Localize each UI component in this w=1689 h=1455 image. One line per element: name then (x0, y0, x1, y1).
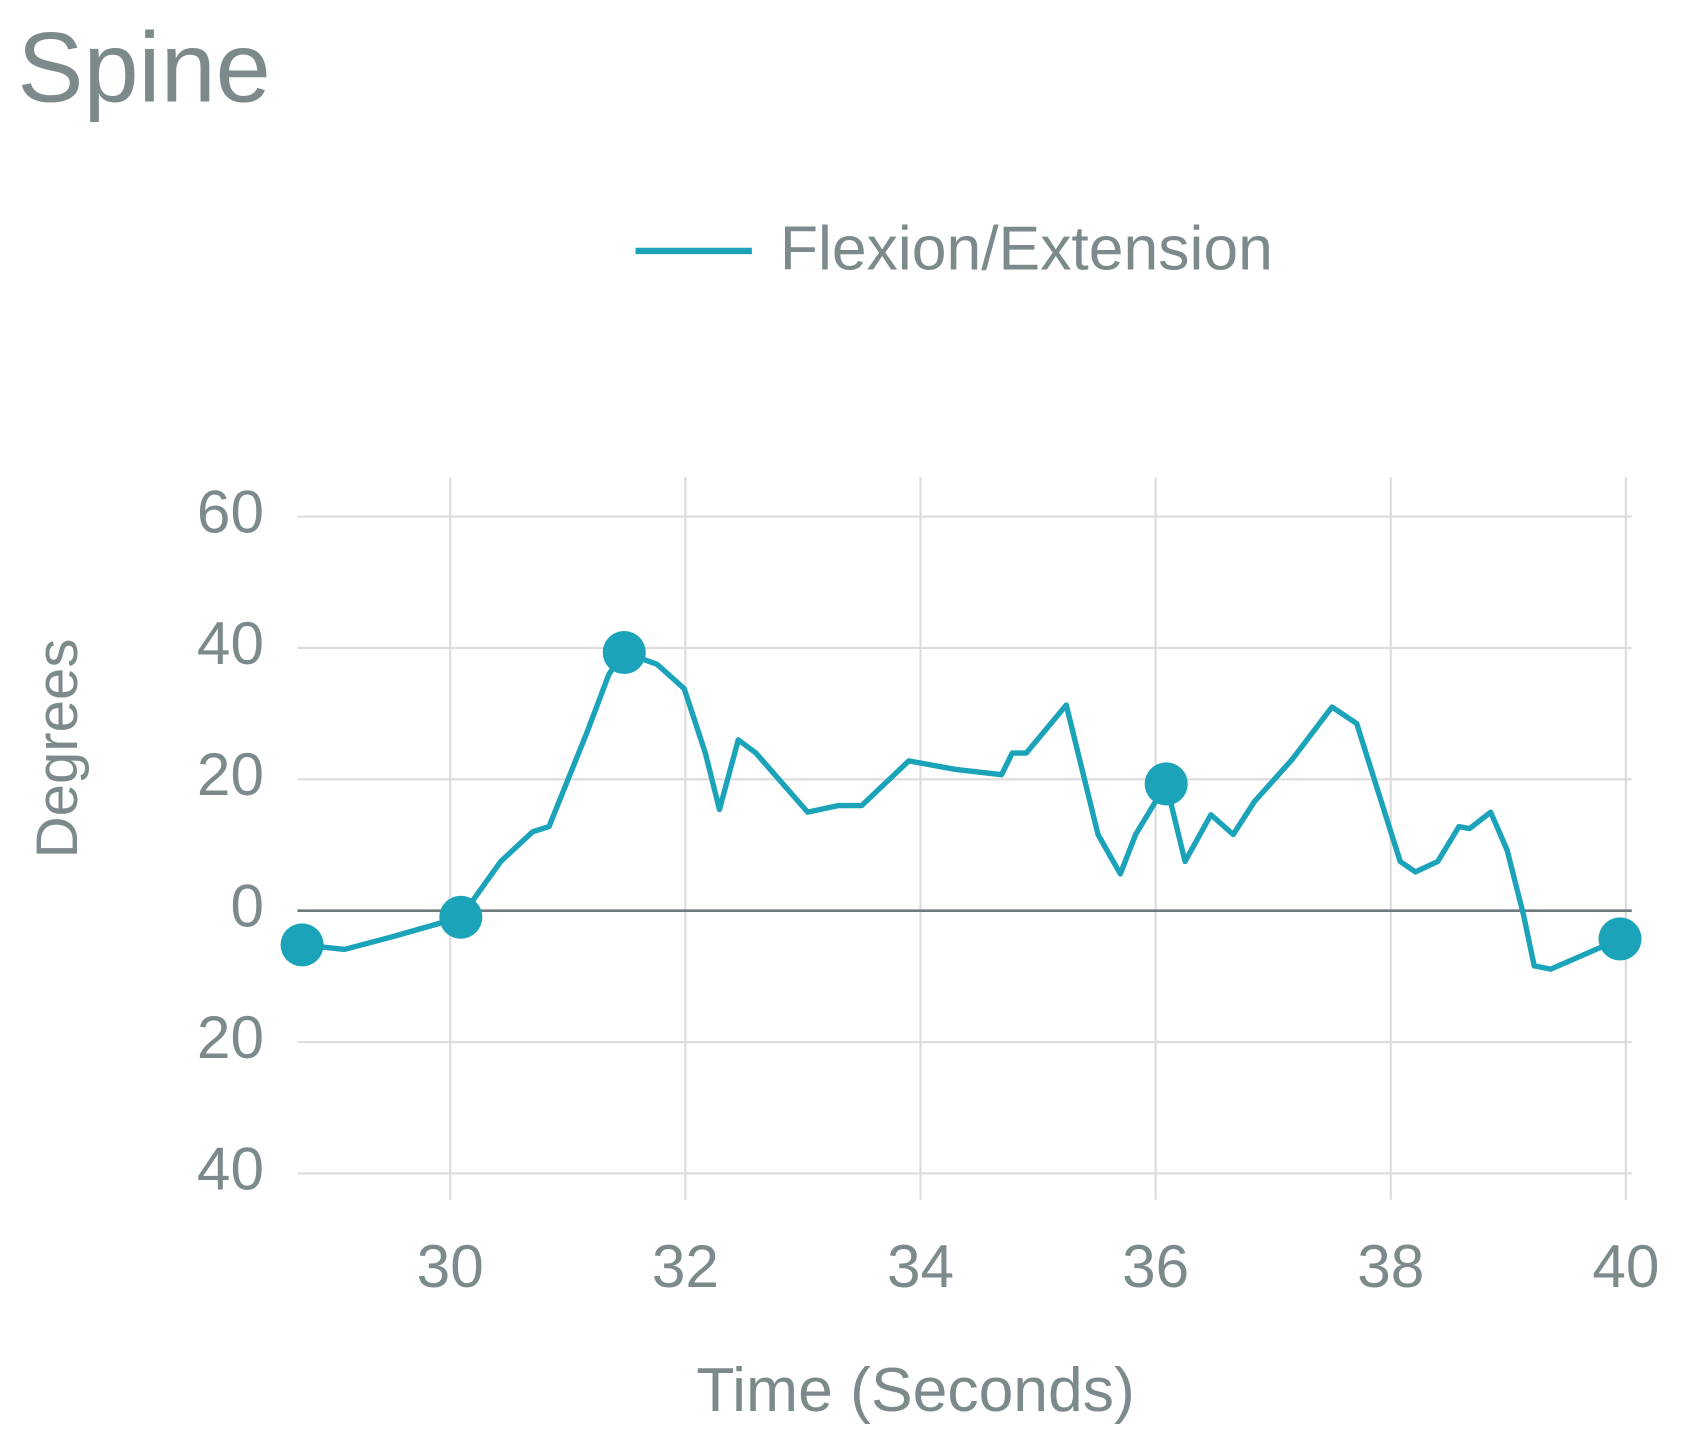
highlight-point (439, 895, 483, 939)
x-tick-label: 30 (417, 1232, 484, 1300)
highlight-point (280, 923, 324, 967)
y-tick-label: 40 (197, 609, 264, 677)
x-tick-label: 36 (1122, 1232, 1189, 1300)
y-tick-label: 20 (197, 740, 264, 808)
x-tick-label: 34 (887, 1232, 954, 1300)
highlight-point (1598, 917, 1642, 961)
y-tick-label: 20 (197, 1003, 264, 1071)
x-tick-label: 32 (652, 1232, 719, 1300)
x-tick-label: 38 (1357, 1232, 1424, 1300)
y-tick-label: 60 (197, 477, 264, 545)
highlight-point (602, 630, 646, 675)
x-axis-label: Time (Seconds) (696, 1355, 1134, 1425)
y-axis-label: Degrees (25, 639, 90, 859)
chart-title: Spine (17, 12, 270, 123)
x-tick-label: 40 (1592, 1232, 1659, 1300)
y-tick-label: 40 (197, 1134, 264, 1202)
y-tick-label: 0 (230, 872, 264, 940)
legend-label: Flexion/Extension (780, 214, 1273, 284)
highlight-point (1144, 762, 1188, 806)
data-line (301, 649, 1622, 972)
